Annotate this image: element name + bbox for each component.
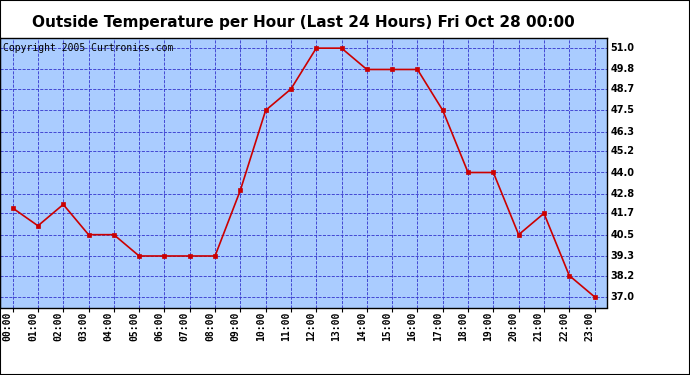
Text: 44.0: 44.0	[611, 168, 635, 177]
Text: 17:00: 17:00	[433, 311, 443, 340]
Text: 23:00: 23:00	[584, 311, 595, 340]
Text: Copyright 2005 Curtronics.com: Copyright 2005 Curtronics.com	[3, 43, 173, 53]
Text: 40.5: 40.5	[611, 230, 635, 240]
Text: 37.0: 37.0	[611, 292, 635, 302]
Text: 49.8: 49.8	[611, 64, 635, 75]
Text: 10:00: 10:00	[256, 311, 266, 340]
Text: 18:00: 18:00	[458, 311, 468, 340]
Text: 07:00: 07:00	[180, 311, 190, 340]
Text: 41.7: 41.7	[611, 209, 635, 218]
Text: 15:00: 15:00	[382, 311, 392, 340]
Text: 03:00: 03:00	[79, 311, 88, 340]
Text: 11:00: 11:00	[281, 311, 291, 340]
Text: 06:00: 06:00	[155, 311, 164, 340]
Text: 08:00: 08:00	[205, 311, 215, 340]
Text: 21:00: 21:00	[534, 311, 544, 340]
Text: 39.3: 39.3	[611, 251, 635, 261]
Text: 02:00: 02:00	[53, 311, 63, 340]
Text: 19:00: 19:00	[484, 311, 493, 340]
Text: 20:00: 20:00	[509, 311, 519, 340]
Text: 05:00: 05:00	[129, 311, 139, 340]
Text: 01:00: 01:00	[28, 311, 38, 340]
Text: 48.7: 48.7	[611, 84, 635, 94]
Text: 22:00: 22:00	[560, 311, 569, 340]
Text: 38.2: 38.2	[611, 270, 635, 280]
Text: 04:00: 04:00	[104, 311, 114, 340]
Text: Outside Temperature per Hour (Last 24 Hours) Fri Oct 28 00:00: Outside Temperature per Hour (Last 24 Ho…	[32, 15, 575, 30]
Text: 12:00: 12:00	[306, 311, 316, 340]
Text: 16:00: 16:00	[408, 311, 417, 340]
Text: 47.5: 47.5	[611, 105, 635, 116]
Text: 00:00: 00:00	[3, 311, 12, 340]
Text: 51.0: 51.0	[611, 43, 635, 53]
Text: 45.2: 45.2	[611, 146, 635, 156]
Text: 09:00: 09:00	[230, 311, 240, 340]
Text: 14:00: 14:00	[357, 311, 367, 340]
Text: 46.3: 46.3	[611, 127, 635, 136]
Text: 13:00: 13:00	[332, 311, 342, 340]
Text: 42.8: 42.8	[611, 189, 635, 199]
